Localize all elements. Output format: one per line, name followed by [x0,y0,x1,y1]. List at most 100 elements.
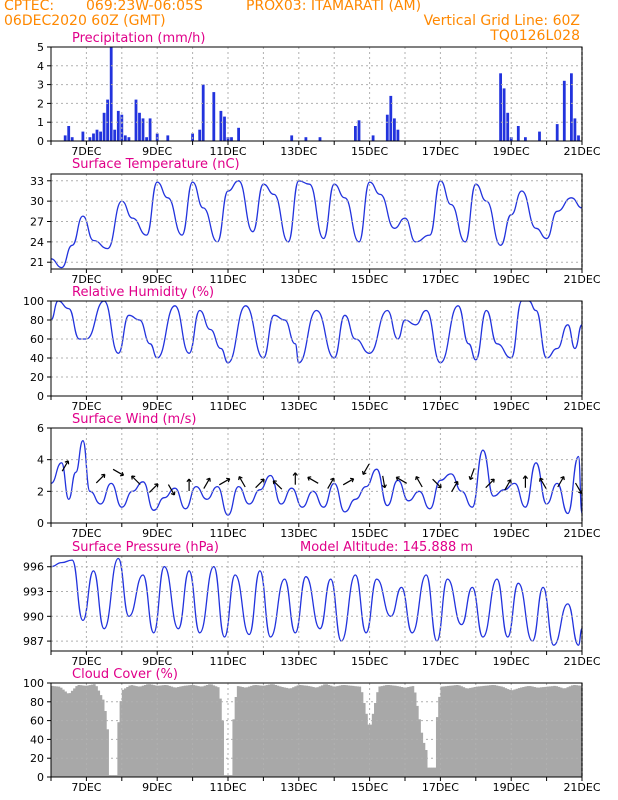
x-tick-label: 9DEC [142,273,172,286]
cloud-bar [104,711,107,777]
precip-bar [318,137,322,141]
precip-bar [230,137,233,141]
cloud-bar [221,720,224,777]
cloud-bar [557,686,561,777]
x-tick-label: 9DEC [142,400,172,413]
wind-arrow-head [454,480,458,484]
wind-arrow [238,476,246,488]
y-tick-label: 40 [30,733,44,746]
y-tick-label: 60 [30,333,44,346]
cloud-bar [203,685,207,777]
x-tick-label: 13DEC [280,273,317,286]
x-tick-label: 21DEC [563,781,600,794]
cloud-bar [551,686,554,777]
cloud-bar [329,685,333,777]
y-tick-label: 993 [23,586,44,599]
cloud-bar [55,686,59,777]
y-tick-label: 80 [30,696,44,709]
cloud-bar [101,699,105,777]
cloud-bar [159,685,163,777]
wind-arrow [61,460,70,472]
y-tick-label: 990 [23,610,44,623]
x-tick-label: 19DEC [493,400,530,413]
cloud-bar [435,717,439,777]
y-tick-label: 100 [23,677,44,690]
cloud-bar [108,775,112,777]
panel-1: 0 1 2 3 4 5 7DEC 9DEC 11DEC 13DEC 15DEC 17DEC 19DEC 2… [37,31,601,158]
precip-bar [148,118,152,141]
cloud-bar [562,688,565,777]
cloud-bar [517,688,521,777]
cloud-bar [424,750,428,777]
cloud-bar [340,685,344,777]
cloud-bar [183,685,187,777]
cloud-bar [174,687,178,777]
precip-bar [113,129,117,141]
y-tick-label: 30 [30,195,44,208]
cloud-bar [70,690,74,777]
precip-bar [393,118,396,141]
wind-arrow [468,468,475,481]
panel-title: Surface Pressure (hPa) [72,540,219,555]
wind-arrow-head [507,479,511,482]
wind-arrow-shaft [203,477,211,489]
wind-arrow-shaft [485,478,495,489]
panel-annotation: Model Altitude: 145.888 m [300,540,473,555]
cloud-bar [141,685,145,777]
cloud-bar [210,684,213,777]
x-tick-label: 15DEC [351,400,388,413]
panel-title: Surface Wind (m/s) [72,412,196,427]
precip-bar [63,135,67,141]
panel-3: 0 20 40 60 80 100 7DEC 9DEC 11DEC 13DEC 15DEC 17DEC… [23,285,601,413]
cloud-bar [398,686,401,777]
x-tick-label: 7DEC [71,655,101,668]
cloud-bar [493,685,497,777]
cloud-bar [267,684,271,777]
cloud-bar [278,686,282,777]
x-tick-label: 9DEC [142,655,172,668]
cloud-bar [223,775,227,777]
wind-arrow [219,477,231,486]
x-tick-label: 15DEC [351,145,388,158]
cloud-bar [121,689,125,777]
y-tick-label: 6 [37,422,44,435]
cloud-bar [535,687,539,777]
precip-bar [502,88,506,141]
cloud-bar [130,685,134,777]
x-tick-label: 9DEC [142,145,172,158]
cloud-bar [378,686,382,777]
cloud-bar [318,686,322,777]
x-tick-label: 11DEC [209,400,246,413]
cloud-bar [553,685,556,777]
cloud-bar [265,685,269,777]
y-tick-label: 0 [37,771,44,784]
cloud-bar [466,688,470,777]
cloud-bar [161,685,165,777]
cloud-bar [190,685,193,777]
cloud-bar [504,688,508,777]
x-tick-label: 11DEC [209,781,246,794]
precip-bar [88,137,92,141]
y-tick-label: 100 [23,295,44,308]
cloud-bar [469,687,472,777]
precip-bar [357,120,361,141]
cloud-bar [81,685,85,777]
x-tick-label: 15DEC [351,273,388,286]
cloud-bar [420,732,424,777]
header-line2-right: Vertical Grid Line: 60Z [423,13,580,29]
y-tick-label: 0 [37,135,44,148]
cloud-bar [433,767,437,777]
wind-arrow-shaft [167,484,175,496]
cloud-bar [154,685,158,777]
cloud-bar [115,775,118,777]
cloud-bar [99,695,103,777]
wind-arrow-shaft [307,476,319,484]
y-tick-label: 0 [37,517,44,530]
cloud-bar [90,684,94,777]
wind-arrow-head [186,478,190,483]
x-tick-label: 17DEC [422,527,459,540]
cloud-bar [440,686,444,777]
cloud-bar [400,687,404,777]
precip-bar [81,131,85,141]
cloud-bar [77,685,81,777]
